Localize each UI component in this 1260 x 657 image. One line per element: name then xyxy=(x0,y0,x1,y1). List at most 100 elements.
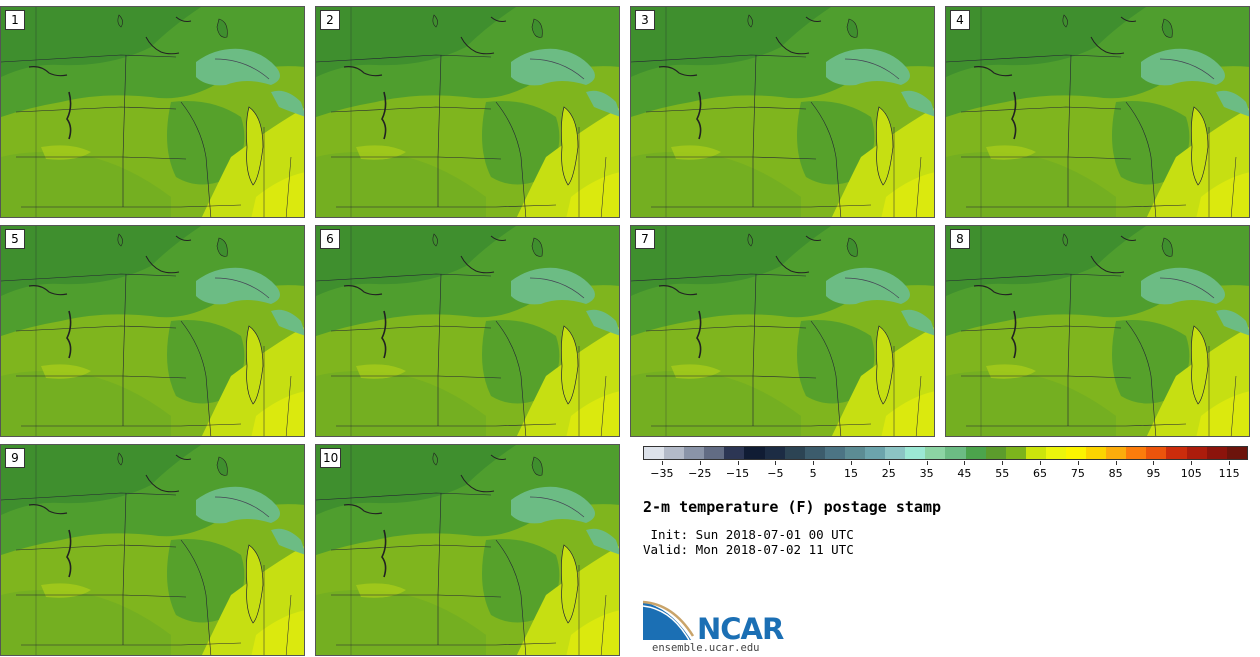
ncar-logo-icon xyxy=(643,600,695,641)
colorbar-tick-label: 105 xyxy=(1180,467,1202,480)
colorbar-tick xyxy=(1115,461,1117,465)
panel-number-label: 2 xyxy=(320,10,340,30)
temperature-map xyxy=(946,7,1249,217)
ensemble-member-panel: 10 xyxy=(315,444,620,656)
colorbar-tick-label: −15 xyxy=(725,467,750,480)
colorbar-tick xyxy=(888,461,890,465)
colorbar-tick xyxy=(1077,461,1079,465)
ensemble-member-panel: 1 xyxy=(0,6,305,218)
colorbar-swatch xyxy=(1206,447,1227,459)
colorbar-tick-label: 35 xyxy=(919,467,934,480)
colorbar-tick-label: −5 xyxy=(767,467,784,480)
colorbar-tick xyxy=(1040,461,1042,465)
colorbar-swatch xyxy=(925,447,946,459)
ensemble-member-panel: 2 xyxy=(315,6,620,218)
temperature-map xyxy=(946,226,1249,436)
temperature-map xyxy=(316,226,619,436)
panel-number-label: 5 xyxy=(5,229,25,249)
colorbar-swatch xyxy=(1126,447,1147,459)
colorbar-swatch xyxy=(1045,447,1066,459)
colorbar-swatch xyxy=(965,447,986,459)
panel-number-label: 10 xyxy=(320,448,342,468)
ncar-logo-text: NCAR xyxy=(697,612,784,646)
temperature-map xyxy=(316,445,619,655)
colorbar-swatch xyxy=(985,447,1006,459)
colorbar-tick xyxy=(813,461,815,465)
website-url: ensemble.ucar.edu xyxy=(652,642,760,654)
colorbar-swatch xyxy=(1166,447,1187,459)
colorbar-tick xyxy=(1191,461,1193,465)
colorbar-swatch xyxy=(744,447,765,459)
ensemble-member-panel: 8 xyxy=(945,225,1250,437)
colorbar-swatch xyxy=(724,447,745,459)
colorbar-swatch xyxy=(1226,447,1247,459)
colorbar-swatch xyxy=(1186,447,1207,459)
ensemble-member-panel: 3 xyxy=(630,6,935,218)
colorbar-swatch xyxy=(664,447,685,459)
colorbar-tick-label: 25 xyxy=(881,467,896,480)
panel-number-label: 8 xyxy=(950,229,970,249)
colorbar-swatch xyxy=(844,447,866,459)
colorbar-tick xyxy=(1229,461,1231,465)
colorbar-swatch xyxy=(1025,447,1046,459)
panel-number-label: 4 xyxy=(950,10,970,30)
colorbar-tick-label: 65 xyxy=(1033,467,1048,480)
colorbar-tick xyxy=(964,461,966,465)
colorbar-swatch xyxy=(764,447,785,459)
temperature-map xyxy=(631,7,934,217)
colorbar-swatch xyxy=(885,447,906,459)
colorbar-tick-label: 75 xyxy=(1070,467,1085,480)
colorbar-tick-label: 45 xyxy=(957,467,972,480)
colorbar-swatch xyxy=(1065,447,1087,459)
temperature-map xyxy=(1,445,304,655)
colorbar-tick xyxy=(926,461,928,465)
colorbar-swatch xyxy=(1106,447,1127,459)
panel-number-label: 9 xyxy=(5,448,25,468)
init-time: Init: Sun 2018-07-01 00 UTC xyxy=(643,527,854,542)
valid-time: Valid: Mon 2018-07-02 11 UTC xyxy=(643,542,854,557)
colorbar-tick xyxy=(661,461,663,465)
colorbar-swatch xyxy=(1086,447,1107,459)
colorbar-swatch xyxy=(804,447,825,459)
colorbar-swatch xyxy=(684,447,705,459)
colorbar-swatch xyxy=(644,447,665,459)
colorbar-swatch xyxy=(865,447,886,459)
ensemble-member-panel: 9 xyxy=(0,444,305,656)
colorbar-swatch xyxy=(1005,447,1026,459)
temperature-map xyxy=(316,7,619,217)
colorbar-tick-label: 5 xyxy=(809,467,817,480)
colorbar-tick xyxy=(1002,461,1004,465)
colorbar-tick-label: 55 xyxy=(995,467,1010,480)
colorbar-swatch xyxy=(784,447,805,459)
colorbar-tick xyxy=(1153,461,1155,465)
colorbar-swatch xyxy=(945,447,966,459)
plot-title: 2-m temperature (F) postage stamp xyxy=(643,498,942,516)
panel-number-label: 6 xyxy=(320,229,340,249)
ensemble-member-panel: 6 xyxy=(315,225,620,437)
colorbar-tick-label: 85 xyxy=(1108,467,1123,480)
colorbar-tick-label: 115 xyxy=(1218,467,1240,480)
panel-number-label: 7 xyxy=(635,229,655,249)
colorbar-swatch xyxy=(704,447,725,459)
colorbar-tick-label: 15 xyxy=(843,467,858,480)
temperature-map xyxy=(1,226,304,436)
colorbar-tick xyxy=(699,461,701,465)
colorbar-swatch xyxy=(1146,447,1167,459)
colorbar-swatch xyxy=(905,447,926,459)
ensemble-member-panel: 7 xyxy=(630,225,935,437)
colorbar-tick-label: −35 xyxy=(650,467,674,480)
colorbar-tick xyxy=(737,461,739,465)
colorbar xyxy=(643,446,1248,460)
colorbar-swatch xyxy=(824,447,845,459)
temperature-map xyxy=(1,7,304,217)
colorbar-tick-label: 95 xyxy=(1146,467,1161,480)
colorbar-ticks: −35 −25 −15 −5 5 15 25 35 45 55 65 75 85 95 105 115 xyxy=(643,461,1248,483)
colorbar-tick-label: −25 xyxy=(688,467,712,480)
colorbar-tick xyxy=(850,461,852,465)
temperature-map xyxy=(631,226,934,436)
panel-number-label: 1 xyxy=(5,10,25,30)
panel-number-label: 3 xyxy=(635,10,655,30)
colorbar-tick xyxy=(775,461,777,465)
ensemble-member-panel: 4 xyxy=(945,6,1250,218)
ensemble-member-panel: 5 xyxy=(0,225,305,437)
